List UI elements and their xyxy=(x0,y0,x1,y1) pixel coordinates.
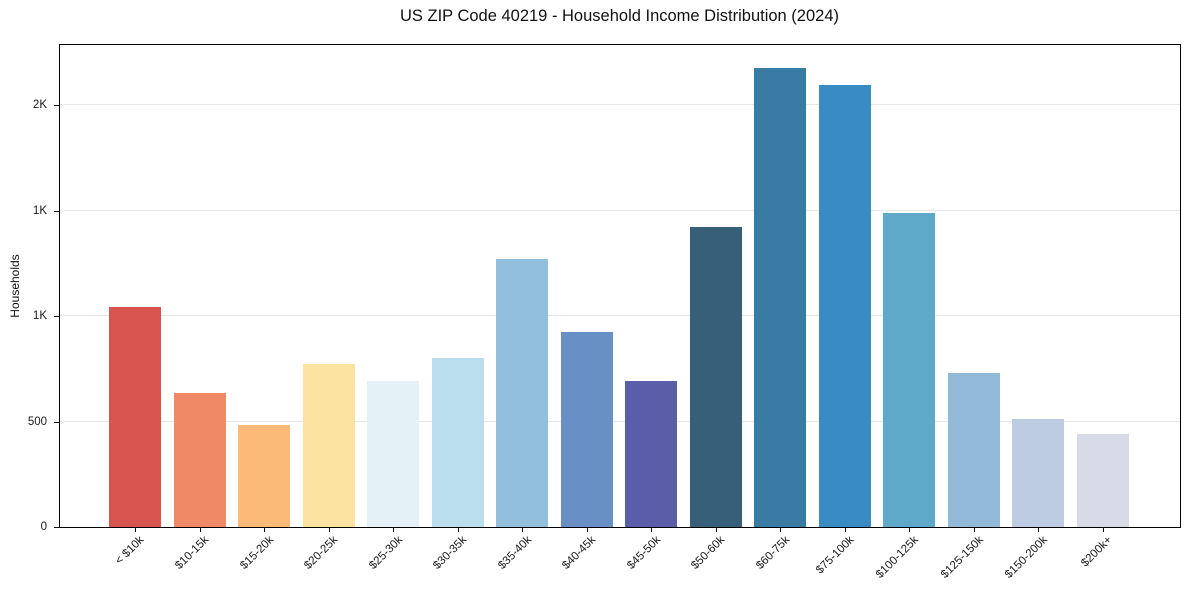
x-tick-mark xyxy=(715,527,717,532)
y-tick-label: 1K xyxy=(32,204,47,217)
x-tick-label: $25-30k xyxy=(366,534,405,572)
x-tick-mark xyxy=(522,527,524,532)
bar-10k xyxy=(109,306,161,527)
x-tick-mark xyxy=(264,527,266,532)
x-tick-mark xyxy=(1038,527,1040,532)
gridline xyxy=(60,315,1180,317)
bar-15-20k xyxy=(238,424,291,527)
x-tick-label: $200k+ xyxy=(1079,534,1115,570)
x-tick-mark xyxy=(393,527,395,532)
x-tick-label: $50-60k xyxy=(689,534,728,572)
bar-25-30k xyxy=(367,381,420,527)
bar-30-35k xyxy=(431,358,484,527)
bar-100-125k xyxy=(883,212,936,527)
x-tick-label: $60-75k xyxy=(753,534,792,572)
gridline xyxy=(60,420,1180,422)
x-tick-label: $30-35k xyxy=(431,534,470,572)
x-tick-label: $15-20k xyxy=(237,534,276,572)
x-tick-mark xyxy=(328,527,330,532)
bar-40-45k xyxy=(560,331,613,527)
x-tick-mark xyxy=(457,527,459,532)
x-tick-label: $45-50k xyxy=(624,534,663,572)
x-tick-mark xyxy=(135,527,136,532)
x-tick-mark xyxy=(1103,527,1104,532)
x-tick-mark xyxy=(844,527,846,532)
x-tick-mark xyxy=(199,527,201,532)
bar-45-50k xyxy=(625,381,678,527)
y-tick-mark xyxy=(54,527,59,528)
plot-area xyxy=(59,44,1181,528)
x-tick-label: $20-25k xyxy=(302,534,341,572)
y-tick-label: 1K xyxy=(32,310,47,323)
y-tick-mark xyxy=(54,421,59,423)
bar-150-200k xyxy=(1012,419,1065,527)
bar-10-15k xyxy=(173,393,226,527)
chart-title: US ZIP Code 40219 - Household Income Dis… xyxy=(399,7,839,25)
x-tick-mark xyxy=(909,527,911,532)
y-tick-mark xyxy=(54,210,59,212)
y-tick-mark xyxy=(54,105,59,107)
x-tick-label: < $10k xyxy=(113,534,147,568)
y-tick-label: 500 xyxy=(27,415,47,428)
x-tick-label: $100-125k xyxy=(873,534,921,581)
y-tick-mark xyxy=(54,316,59,318)
x-tick-mark xyxy=(651,527,653,532)
bar-50-60k xyxy=(689,227,742,527)
gridline xyxy=(60,104,1180,106)
bar-20-25k xyxy=(302,363,355,527)
x-tick-mark xyxy=(586,527,588,532)
x-tick-mark xyxy=(973,527,975,532)
bar-200k xyxy=(1077,434,1129,527)
bar-75-100k xyxy=(818,85,871,527)
bar-60-75k xyxy=(754,68,807,527)
x-tick-mark xyxy=(780,527,782,532)
x-tick-label: $75-100k xyxy=(813,534,857,577)
gridline xyxy=(60,209,1180,211)
x-tick-label: $150-200k xyxy=(1003,534,1050,581)
x-tick-label: $10-15k xyxy=(173,534,212,572)
bar-125-150k xyxy=(947,373,1000,527)
x-tick-label: $35-40k xyxy=(495,534,534,572)
y-tick-label: 0 xyxy=(40,521,47,533)
y-tick-label: 2K xyxy=(32,99,47,112)
x-tick-label: $40-45k xyxy=(560,534,599,572)
bar-35-40k xyxy=(496,259,549,527)
x-tick-label: $125-150k xyxy=(938,534,986,581)
